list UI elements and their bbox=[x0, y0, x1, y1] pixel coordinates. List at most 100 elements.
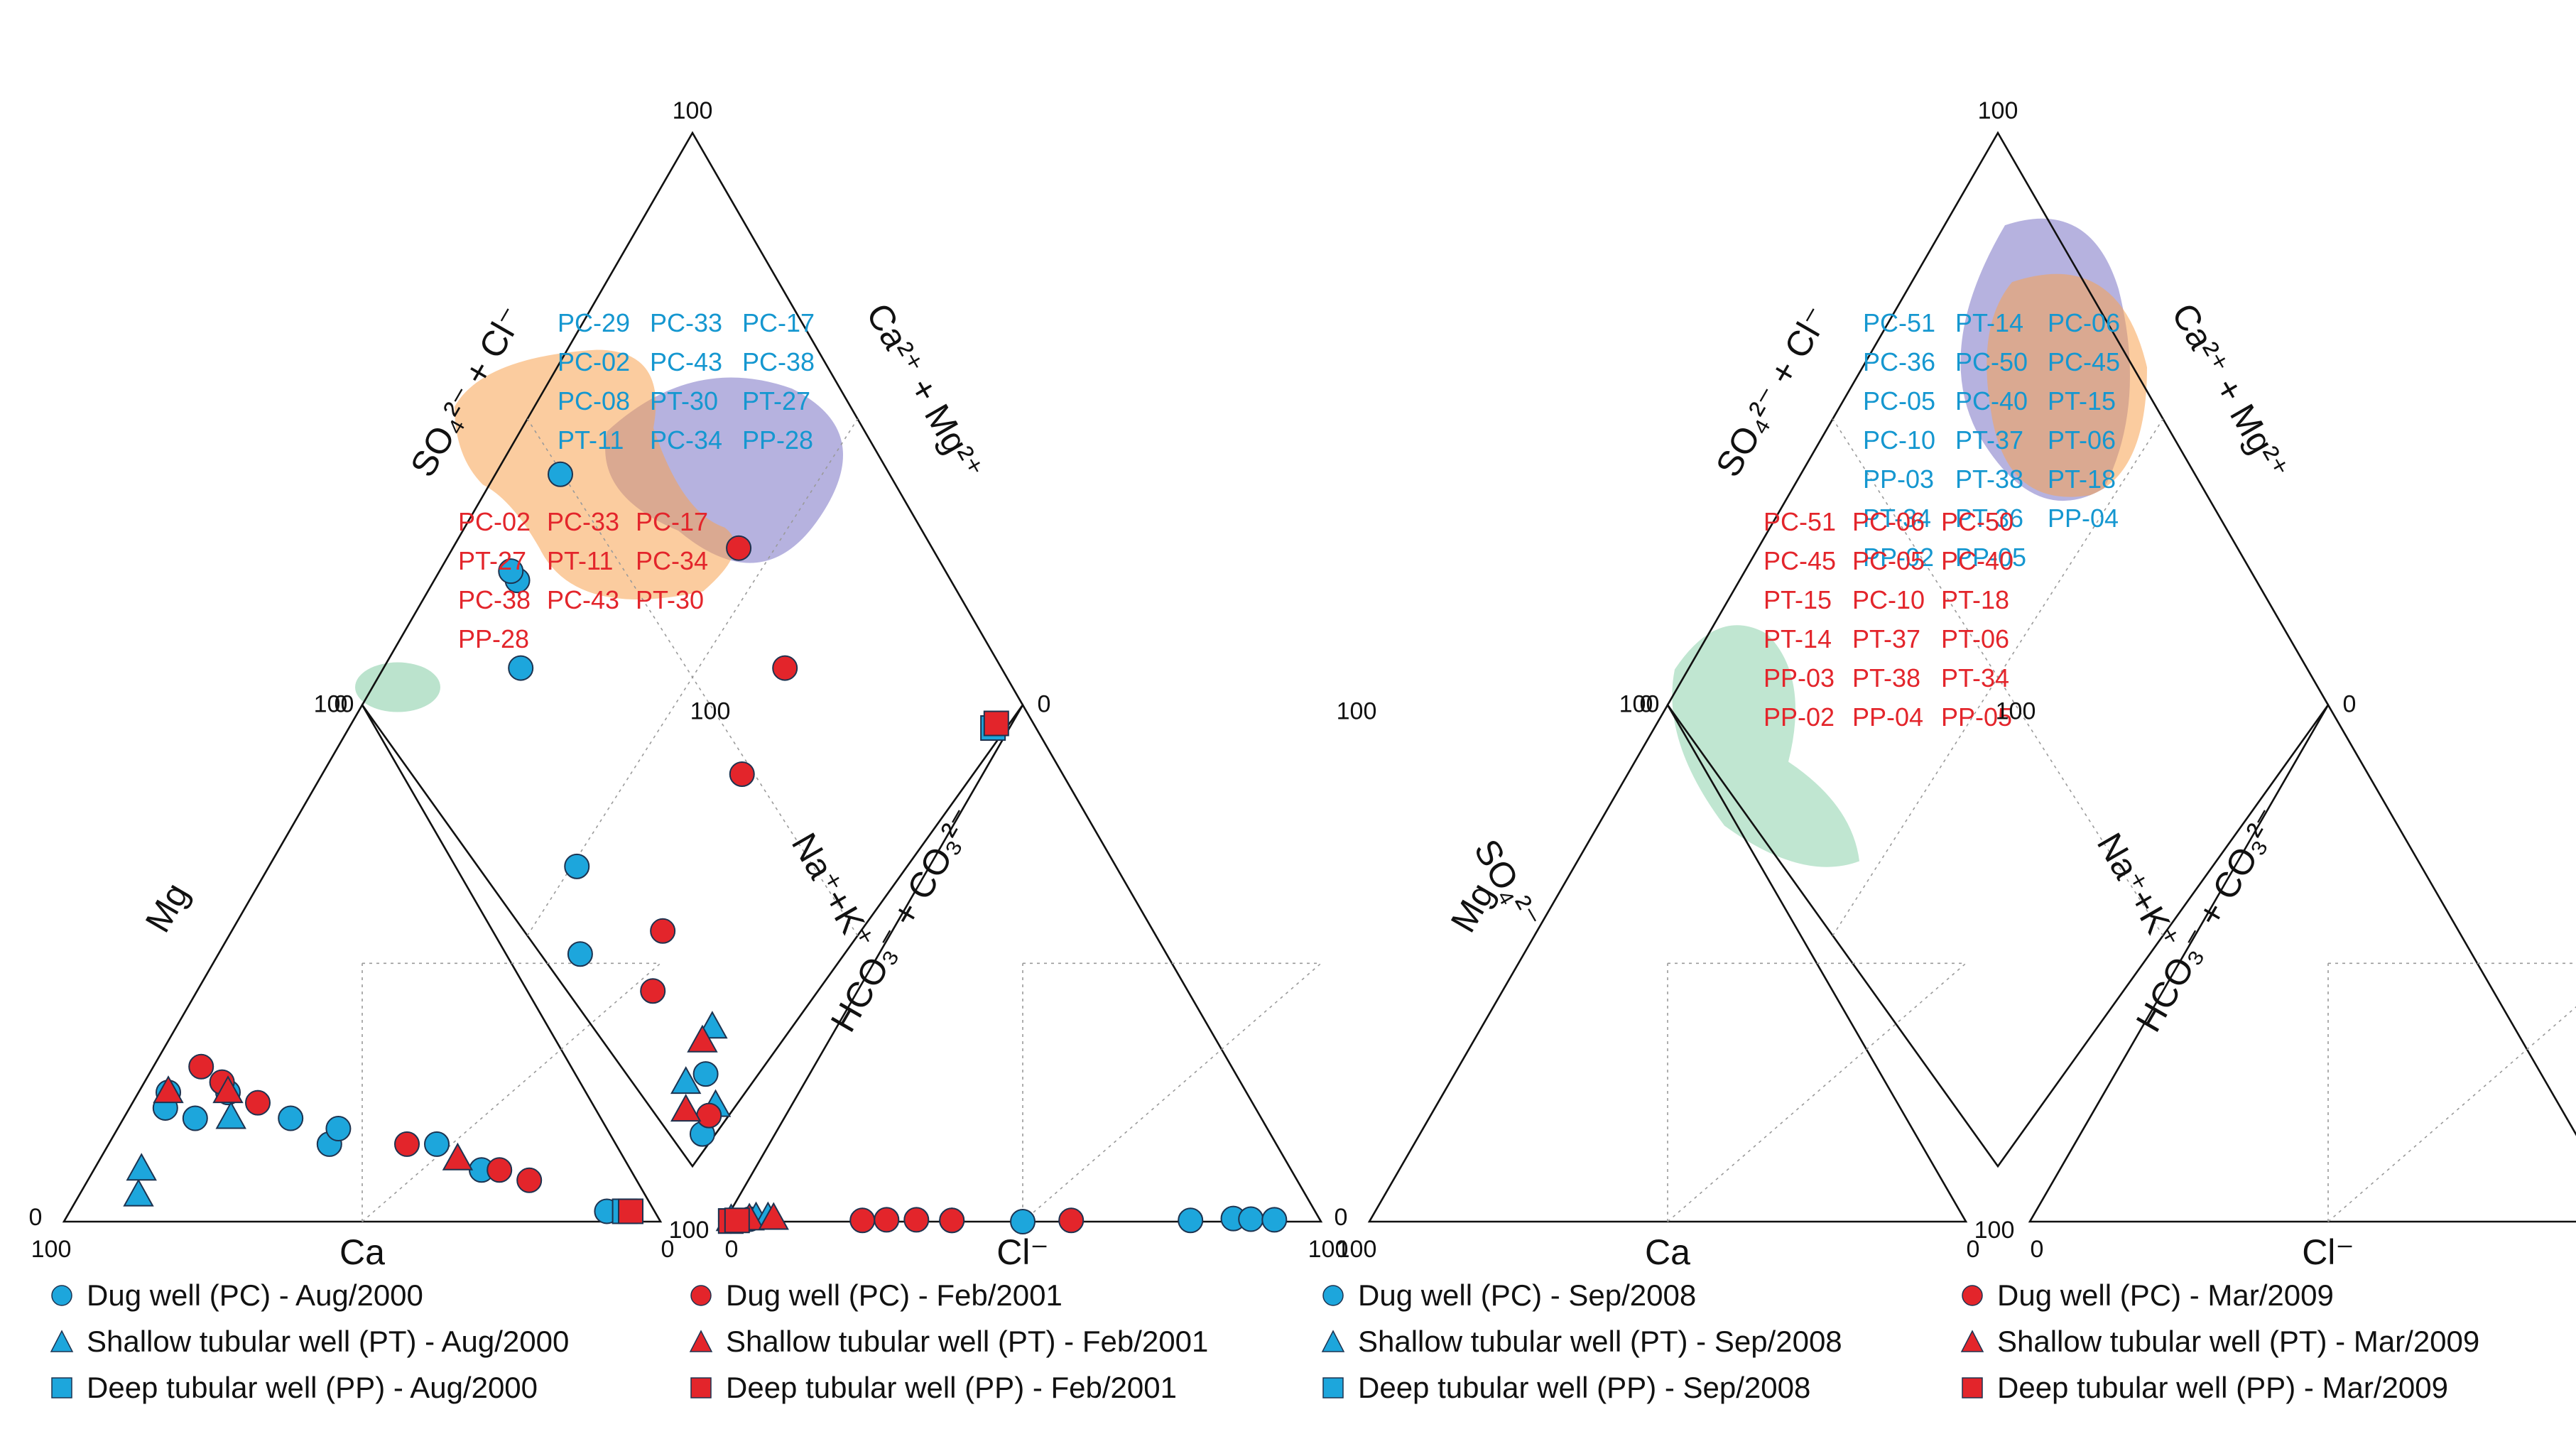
triangle-marker bbox=[670, 1066, 702, 1094]
label-pp-04: PP-04 bbox=[2048, 504, 2119, 533]
legend-item: Shallow tubular well (PT) - Feb/2001 bbox=[689, 1325, 1208, 1359]
legend-label: Shallow tubular well (PT) - Sep/2008 bbox=[1358, 1325, 1842, 1358]
label-pc-02: PC-02 bbox=[458, 507, 531, 536]
legend-label: Dug well (PC) - Feb/2001 bbox=[726, 1278, 1063, 1312]
label-pc-29: PC-29 bbox=[558, 308, 630, 337]
circle-marker bbox=[696, 1102, 722, 1129]
label-pt-15: PT-15 bbox=[1763, 585, 1832, 614]
circle-marker bbox=[182, 1105, 208, 1131]
circle-marker bbox=[1261, 1207, 1288, 1233]
label-pp-05: PP-05 bbox=[1941, 702, 2012, 732]
label-pc-45: PC-45 bbox=[1763, 546, 1836, 575]
label-pc-50: PC-50 bbox=[1955, 347, 2028, 376]
label-pc-38: PC-38 bbox=[742, 347, 815, 376]
circle-marker bbox=[188, 1053, 214, 1080]
label-pt-36: PT-36 bbox=[1955, 504, 2023, 533]
legend-item: Shallow tubular well (PT) - Aug/2000 bbox=[50, 1325, 569, 1359]
tick-0: 0 bbox=[1967, 1236, 1980, 1263]
label-pp-02: PP-02 bbox=[1763, 702, 1835, 732]
legend-label: Shallow tubular well (PT) - Mar/2009 bbox=[1997, 1325, 2480, 1358]
legend-item: Dug well (PC) - Sep/2008 bbox=[1321, 1278, 1696, 1313]
tick-100: 100 bbox=[1619, 691, 1660, 718]
diamond-frame bbox=[1666, 131, 2330, 1168]
tick-labels: 1000010001001001001001000010000100010010… bbox=[29, 97, 2357, 1263]
legend-label: Dug well (PC) - Mar/2009 bbox=[1997, 1278, 2334, 1312]
tick-100: 100 bbox=[1996, 698, 2036, 725]
legend-item: Deep tubular well (PP) - Sep/2008 bbox=[1321, 1371, 1810, 1405]
axis-label-so4cl: SO₄²⁻ + Cl⁻ bbox=[1708, 300, 1837, 484]
circle-marker bbox=[640, 978, 666, 1004]
axis-label-nak: Na⁺+K⁺ bbox=[784, 826, 882, 956]
square-icon bbox=[1962, 1377, 1983, 1398]
label-pc-06: PC-06 bbox=[2048, 308, 2120, 337]
circle-marker bbox=[498, 558, 524, 585]
diamond-frame bbox=[361, 131, 1024, 1168]
legend-item: Dug well (PC) - Feb/2001 bbox=[689, 1278, 1063, 1313]
orange-zone bbox=[455, 349, 735, 599]
label-pt-38: PT-38 bbox=[1852, 663, 1920, 692]
triangle-gridline bbox=[362, 962, 661, 1222]
circle-icon bbox=[1322, 1285, 1344, 1306]
axis-label-mg: Mg bbox=[138, 876, 197, 939]
legend-item: Deep tubular well (PP) - Aug/2000 bbox=[50, 1371, 538, 1405]
label-pc-33: PC-33 bbox=[650, 308, 722, 337]
triangle-marker bbox=[126, 1153, 157, 1181]
triangle-marker bbox=[212, 1075, 244, 1104]
circle-marker bbox=[1058, 1207, 1085, 1234]
circle-marker bbox=[508, 655, 534, 681]
legend-label: Shallow tubular well (PT) - Aug/2000 bbox=[87, 1325, 570, 1358]
triangle-icon bbox=[1321, 1330, 1345, 1352]
legend-item: Shallow tubular well (PT) - Mar/2009 bbox=[1960, 1325, 2479, 1359]
circle-marker bbox=[325, 1116, 352, 1142]
tick-100: 100 bbox=[1978, 97, 2018, 124]
triangle-marker bbox=[442, 1142, 474, 1170]
circle-icon bbox=[51, 1285, 72, 1306]
legend-label: Deep tubular well (PP) - Mar/2009 bbox=[1997, 1371, 2448, 1404]
label-pt-14: PT-14 bbox=[1955, 308, 2023, 337]
triangle-gridline bbox=[1022, 962, 1322, 1222]
circle-marker bbox=[692, 1061, 719, 1087]
label-pc-40: PC-40 bbox=[1941, 546, 2013, 575]
circle-marker bbox=[278, 1105, 304, 1131]
tick-0: 0 bbox=[2031, 1236, 2044, 1263]
label-pt-18: PT-18 bbox=[2048, 465, 2116, 494]
label-pp-28: PP-28 bbox=[742, 425, 813, 455]
circle-marker bbox=[726, 535, 752, 561]
label-pc-34: PC-34 bbox=[650, 425, 722, 455]
label-pc-17: PC-17 bbox=[742, 308, 815, 337]
circle-marker bbox=[567, 941, 593, 967]
circle-marker bbox=[245, 1090, 271, 1116]
triangle-marker bbox=[215, 1101, 246, 1129]
circle-marker bbox=[1238, 1206, 1264, 1232]
diamond-gridline bbox=[1832, 418, 2164, 936]
label-pc-43: PC-43 bbox=[650, 347, 722, 376]
label-pt-06: PT-06 bbox=[1941, 624, 2009, 653]
label-pt-38: PT-38 bbox=[1955, 465, 2023, 494]
triangle-marker bbox=[123, 1178, 154, 1207]
orange-zone bbox=[1987, 273, 2147, 497]
triangle-icon bbox=[1960, 1330, 1984, 1352]
label-pc-33: PC-33 bbox=[547, 507, 619, 536]
label-pc-06: PC-06 bbox=[1852, 507, 1925, 536]
axis-label-camg: Ca²⁺ + Mg²⁺ bbox=[2164, 297, 2297, 487]
label-pp-28: PP-28 bbox=[458, 624, 529, 653]
legend-label: Deep tubular well (PP) - Feb/2001 bbox=[726, 1371, 1177, 1404]
axis-label-cl: Cl⁻ bbox=[996, 1232, 1049, 1272]
circle-marker bbox=[516, 1167, 543, 1193]
label-pp-02: PP-02 bbox=[1863, 543, 1934, 572]
circle-marker bbox=[564, 853, 590, 879]
circle-marker bbox=[874, 1207, 900, 1233]
label-pt-18: PT-18 bbox=[1941, 585, 2009, 614]
circle-marker bbox=[1010, 1209, 1036, 1234]
axis-label-ca: Ca bbox=[1645, 1232, 1690, 1272]
data-points bbox=[123, 461, 1288, 1234]
tick-100: 100 bbox=[1337, 698, 1377, 725]
green-zone bbox=[355, 662, 440, 712]
label-pt-11: PT-11 bbox=[547, 546, 613, 575]
diagram-frames bbox=[62, 131, 2576, 1223]
point-labels: PC-29 PC-33 PC-17 PC-02 PC-43 PC-38 PC-08 PT-30… bbox=[458, 308, 2120, 732]
tick-100: 100 bbox=[1974, 1217, 2015, 1244]
label-pc-05: PC-05 bbox=[1863, 386, 1935, 415]
label-pp-04: PP-04 bbox=[1852, 702, 1923, 732]
